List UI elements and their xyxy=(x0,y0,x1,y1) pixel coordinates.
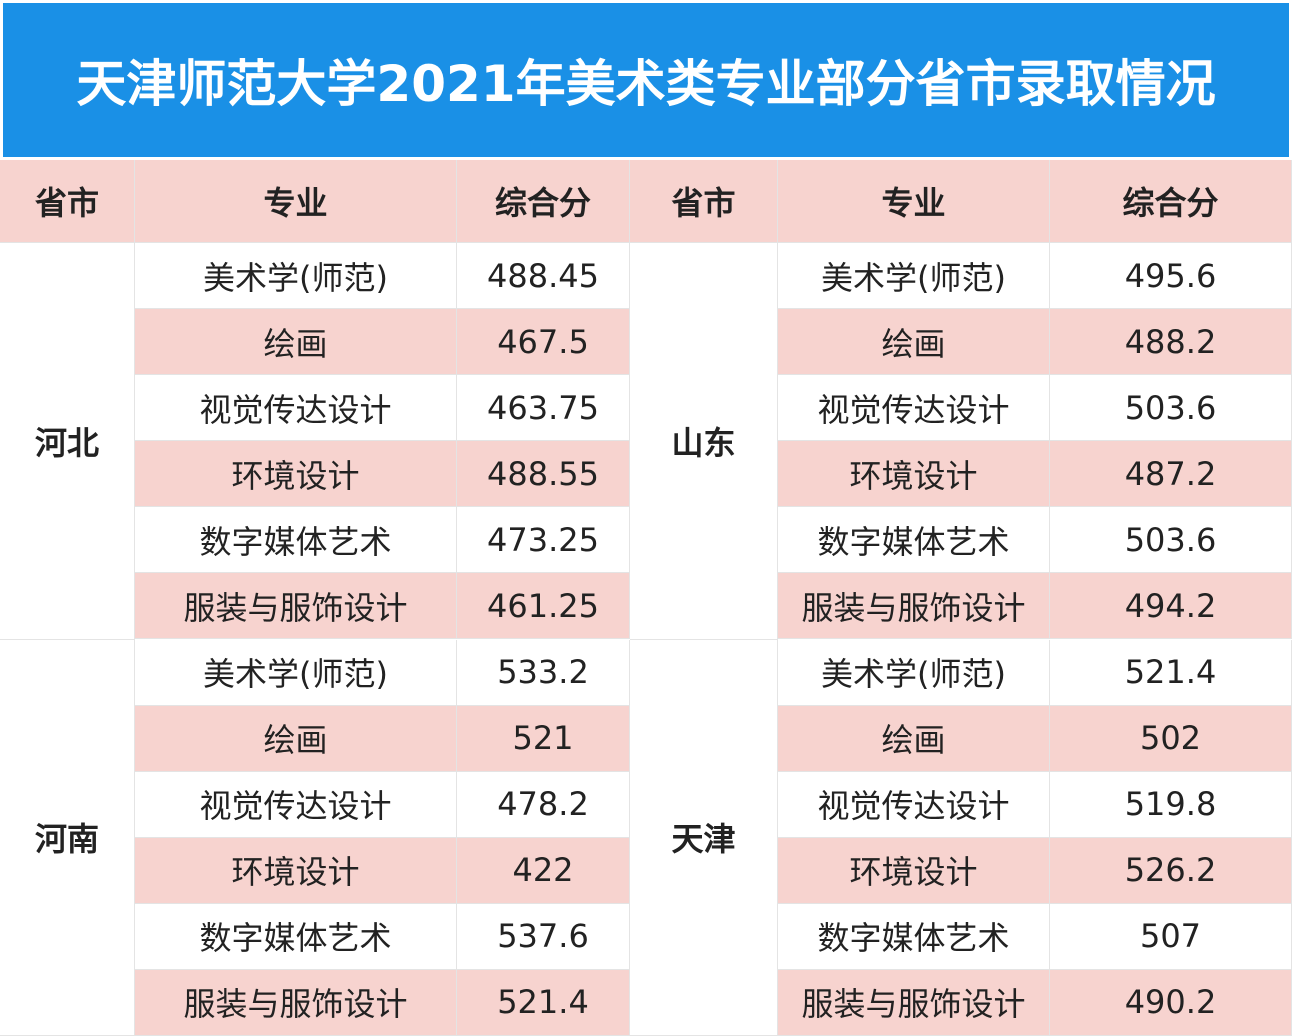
score-cell: 519.8 xyxy=(1050,771,1292,838)
major-cell: 绘画 xyxy=(778,705,1050,772)
major-cell: 视觉传达设计 xyxy=(778,771,1050,838)
score-cell: 463.75 xyxy=(457,375,630,442)
major-cell: 环境设计 xyxy=(778,837,1050,904)
score-cell: 507 xyxy=(1050,903,1292,970)
major-cell: 数字媒体艺术 xyxy=(778,507,1050,574)
score-cell: 473.25 xyxy=(457,507,630,574)
major-cell: 美术学(师范) xyxy=(778,243,1050,310)
major-cell: 服装与服饰设计 xyxy=(135,969,457,1036)
score-cell: 533.2 xyxy=(457,639,630,706)
score-cell: 488.45 xyxy=(457,243,630,310)
major-cell: 环境设计 xyxy=(778,441,1050,508)
province-cell: 天津 xyxy=(630,639,778,1036)
province-cell: 山东 xyxy=(630,243,778,640)
major-cell: 数字媒体艺术 xyxy=(778,903,1050,970)
score-cell: 494.2 xyxy=(1050,573,1292,640)
score-cell: 503.6 xyxy=(1050,507,1292,574)
province-cell: 河北 xyxy=(0,243,135,640)
major-cell: 视觉传达设计 xyxy=(778,375,1050,442)
header-cell: 综合分 xyxy=(1050,160,1292,243)
province-cell: 河南 xyxy=(0,639,135,1036)
major-cell: 绘画 xyxy=(778,309,1050,376)
major-cell: 数字媒体艺术 xyxy=(135,507,457,574)
score-cell: 502 xyxy=(1050,705,1292,772)
score-cell: 521 xyxy=(457,705,630,772)
major-cell: 美术学(师范) xyxy=(778,639,1050,706)
header-cell: 专业 xyxy=(135,160,457,243)
major-cell: 视觉传达设计 xyxy=(135,771,457,838)
score-cell: 526.2 xyxy=(1050,837,1292,904)
score-cell: 521.4 xyxy=(1050,639,1292,706)
major-cell: 环境设计 xyxy=(135,837,457,904)
major-cell: 绘画 xyxy=(135,309,457,376)
score-cell: 521.4 xyxy=(457,969,630,1036)
header-cell: 专业 xyxy=(778,160,1050,243)
header-cell: 省市 xyxy=(0,160,135,243)
score-cell: 488.55 xyxy=(457,441,630,508)
score-cell: 478.2 xyxy=(457,771,630,838)
title: 天津师范大学2021年美术类专业部分省市录取情况 xyxy=(0,0,1292,160)
score-cell: 503.6 xyxy=(1050,375,1292,442)
major-cell: 环境设计 xyxy=(135,441,457,508)
score-cell: 461.25 xyxy=(457,573,630,640)
header-cell: 综合分 xyxy=(457,160,630,243)
header-cell: 省市 xyxy=(630,160,778,243)
score-cell: 422 xyxy=(457,837,630,904)
major-cell: 服装与服饰设计 xyxy=(778,573,1050,640)
score-cell: 467.5 xyxy=(457,309,630,376)
major-cell: 视觉传达设计 xyxy=(135,375,457,442)
score-cell: 488.2 xyxy=(1050,309,1292,376)
major-cell: 数字媒体艺术 xyxy=(135,903,457,970)
major-cell: 美术学(师范) xyxy=(135,639,457,706)
major-cell: 美术学(师范) xyxy=(135,243,457,310)
score-cell: 487.2 xyxy=(1050,441,1292,508)
score-cell: 495.6 xyxy=(1050,243,1292,310)
score-cell: 490.2 xyxy=(1050,969,1292,1036)
score-cell: 537.6 xyxy=(457,903,630,970)
major-cell: 绘画 xyxy=(135,705,457,772)
major-cell: 服装与服饰设计 xyxy=(135,573,457,640)
major-cell: 服装与服饰设计 xyxy=(778,969,1050,1036)
